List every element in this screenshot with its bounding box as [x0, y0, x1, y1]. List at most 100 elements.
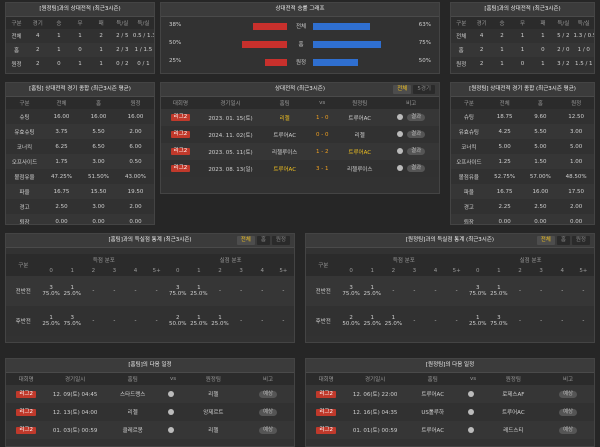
- dist-empty: -: [218, 288, 221, 294]
- vs-cell: 1 - 2: [308, 143, 337, 160]
- league-badge[interactable]: 리그2: [316, 408, 336, 416]
- league-badge[interactable]: 리그2: [16, 408, 36, 416]
- tab[interactable]: 전체: [393, 85, 412, 94]
- dist-cell: -: [446, 306, 468, 336]
- match-icon: [397, 147, 404, 154]
- cell: 2: [27, 43, 49, 57]
- column-header: 승: [491, 17, 513, 29]
- panel-header: [홈팀]과의 상대전적 (최근3시즌): [451, 3, 594, 17]
- cell: 유효슈팅: [451, 124, 487, 139]
- league-badge[interactable]: 리그2: [16, 426, 36, 434]
- column-header: 비고: [383, 97, 439, 109]
- tab[interactable]: 원정: [571, 236, 590, 245]
- dist-cell: -: [82, 276, 104, 306]
- dist-empty: -: [561, 288, 564, 294]
- panel: [원정팀]과의 상대전적 (최근3시즌) 구분 경기 승 무 패 득/실 득/실 전체 4 1 1 2 2…: [5, 2, 155, 74]
- bucket-header: 1: [361, 265, 383, 276]
- column-header: 대회명: [6, 373, 47, 385]
- cell: 1: [491, 57, 513, 71]
- note-button[interactable]: 결과: [407, 131, 426, 139]
- bucket-header: 3: [530, 265, 552, 276]
- league-badge[interactable]: 리그2: [316, 426, 336, 434]
- dist-pct: 25.0%: [190, 291, 208, 297]
- league-badge[interactable]: 리그2: [170, 114, 191, 121]
- tab[interactable]: 원정: [271, 236, 290, 245]
- panel-title: 상대전적 승률 그래프: [275, 6, 325, 12]
- winrate-row: 50% 홈 75%: [161, 38, 439, 50]
- header-row: 대회명 경기일시 홈팀 vs 원정팀 비고: [161, 97, 439, 109]
- table: 대회명 경기일시 홈팀 vs 원정팀 비고 리그2 12. 09(토) 04:45 스타드랭스 리…: [6, 373, 294, 439]
- header-row: 구분 전체 홈 원정: [451, 97, 594, 109]
- panel-title: [원정팀]과의 상대전적 (최근3시즌): [39, 6, 121, 12]
- bucket-row: 0 1 2 3 4 5+ 0 1 2 3 4 5+: [6, 265, 294, 276]
- dist-count: 1: [476, 315, 480, 321]
- cell: 0: [512, 57, 533, 71]
- cell: 퇴장: [451, 214, 487, 224]
- note-button[interactable]: 결과: [407, 165, 426, 173]
- note-button[interactable]: 예상: [559, 408, 578, 416]
- bucket-header: 2: [382, 265, 404, 276]
- league-badge[interactable]: 리그2: [170, 131, 191, 138]
- dist-cell: -: [509, 276, 531, 306]
- column-header: vs: [308, 97, 337, 109]
- row: 유효슈팅 4.25 5.50 3.00: [451, 124, 594, 139]
- tab[interactable]: 홈: [256, 236, 270, 245]
- row: 볼점유율 52.75% 57.00% 48.50%: [451, 169, 594, 184]
- note-button[interactable]: 결과: [407, 148, 426, 156]
- panel: 상대전적 (최근3시즌) 전체 5경기 대회명 경기일시 홈팀 vs 원정팀 비고 리그2 2023…: [160, 82, 440, 194]
- home-rate-bar: [242, 41, 287, 48]
- dist-cell: -: [509, 306, 531, 336]
- cell: 0.00: [558, 214, 594, 224]
- row: 전체 4 1 1 2 2 / 5 0.5 / 1.3: [6, 29, 154, 43]
- tabs: 전체 5경기: [393, 85, 435, 94]
- panel-header: [원정팀]의 다음 일정: [306, 359, 594, 373]
- note-button[interactable]: 예상: [259, 408, 278, 416]
- column-header: 패: [532, 17, 554, 29]
- note-button[interactable]: 예상: [259, 426, 278, 434]
- tab[interactable]: 전체: [536, 236, 555, 245]
- row: 경고 2.50 3.00 2.00: [6, 199, 154, 214]
- cell: 1: [48, 29, 70, 43]
- dist-count: 3: [70, 315, 74, 321]
- panel-header: [원정팀]과의 상대전적 (최근3시즌): [6, 3, 154, 17]
- cell: 홈: [451, 43, 472, 57]
- match-date: 12. 13(토) 04:00: [46, 403, 104, 421]
- dist-count: 3: [176, 285, 180, 291]
- cell: 16.00: [117, 109, 154, 124]
- dist-cell: 1 25.0%: [488, 276, 510, 306]
- dist-pct: 25.0%: [363, 321, 381, 327]
- bucket-header: 1: [61, 265, 83, 276]
- column-header: 구분: [451, 97, 487, 109]
- cell: 볼점유율: [451, 169, 487, 184]
- column-header: 경기일시: [46, 373, 104, 385]
- note-button[interactable]: 예상: [559, 390, 578, 398]
- league-badge[interactable]: 리그2: [170, 165, 191, 172]
- cell: 슈팅: [6, 109, 43, 124]
- cell: 파울: [451, 184, 487, 199]
- dist-cell: -: [424, 306, 447, 336]
- home-team: 리첼: [261, 109, 309, 126]
- tab[interactable]: 전체: [236, 236, 255, 245]
- league-badge[interactable]: 리그2: [16, 390, 36, 398]
- tab[interactable]: 5경기: [413, 85, 435, 94]
- row: 유효슈팅 3.75 5.50 2.00: [6, 124, 154, 139]
- dist-cell: 3 75.0%: [61, 306, 83, 336]
- league-badge[interactable]: 리그2: [316, 390, 336, 398]
- dist-cell: 1 25.0%: [361, 276, 383, 306]
- note-button[interactable]: 예상: [559, 426, 578, 434]
- bucket-header: 2: [82, 265, 104, 276]
- league-badge[interactable]: 리그2: [170, 148, 191, 155]
- cell: 1.25: [486, 154, 523, 169]
- row: 퇴장 0.00 0.00 0.00: [451, 214, 594, 224]
- cell: 5.50: [522, 124, 559, 139]
- home-team: 트루어AC: [261, 126, 309, 143]
- dist-pct: 75.0%: [42, 291, 60, 297]
- note-button[interactable]: 예상: [259, 390, 278, 398]
- note-button[interactable]: 결과: [407, 114, 426, 122]
- dist-empty: -: [392, 288, 395, 294]
- row: 리그2 12. 09(토) 04:45 스타드랭스 리첼 예상: [6, 385, 294, 403]
- tab[interactable]: 홈: [556, 236, 570, 245]
- away-team: 앙제르트: [184, 403, 243, 421]
- table: 대회명 경기일시 홈팀 vs 원정팀 비고 리그2 2023. 01. 15(토) 리첼 1 - …: [161, 97, 439, 177]
